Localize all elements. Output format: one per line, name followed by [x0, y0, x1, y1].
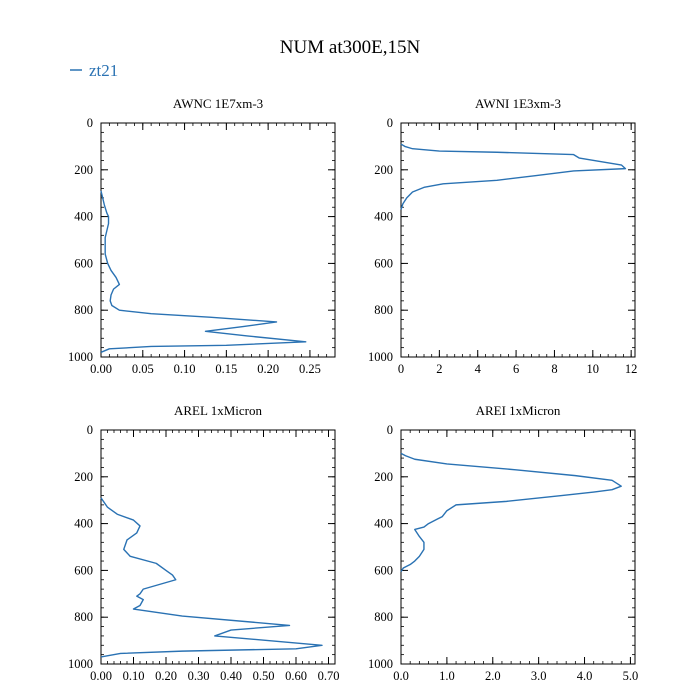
- y-tick-label: 200: [374, 470, 393, 484]
- x-tick-label: 0.10: [123, 669, 145, 683]
- x-tick-label: 0.60: [285, 669, 307, 683]
- x-tick-label: 0.40: [220, 669, 242, 683]
- x-tick-label: 2.0: [485, 669, 501, 683]
- y-tick-label: 800: [74, 303, 93, 317]
- y-tick-label: 1000: [68, 350, 93, 364]
- subplot-grid: AWNC 1E7xm-30.00 0.05 0.10 0.15 0.20 0.250200…: [68, 96, 638, 683]
- y-tick-label: 400: [74, 517, 93, 531]
- subplot-1: AWNC 1E7xm-3 0.00 0.05 0.10 0.15 0.20 0.25 0 200…: [68, 96, 336, 376]
- x-tick-label: 5.0: [623, 669, 639, 683]
- series-line-zt21: [400, 143, 627, 210]
- y-tick-label: 400: [74, 210, 93, 224]
- y-tick-label: 400: [374, 210, 393, 224]
- x-tick-label: 0.20: [257, 362, 279, 376]
- subplot-3: AREL 1xMicron 0.00 0.10 0.20 0.30 0.40 0.50 0.6…: [68, 403, 339, 683]
- plot-frame: [400, 122, 636, 358]
- series-line-zt21: [100, 190, 307, 353]
- y-tick-label: 1000: [368, 657, 393, 671]
- plot-frame: [100, 122, 336, 358]
- subplot-title: AWNC 1E7xm-3: [173, 96, 263, 111]
- x-tick-label: 0.0: [393, 669, 409, 683]
- subplot-title: AREI 1xMicron: [476, 403, 561, 418]
- x-tick-label: 0.15: [215, 362, 237, 376]
- x-tick-label: 10: [587, 362, 600, 376]
- y-tick-label: 0: [387, 116, 393, 130]
- x-tick-label: 0.05: [132, 362, 154, 376]
- y-tick-label: 200: [74, 163, 93, 177]
- subplot-2: AWNI 1E3xm-3 0 2 4 6 8 10 12 0 200 400 600 800 1000: [368, 96, 637, 376]
- x-tick-label: 0.10: [174, 362, 196, 376]
- y-tick-label: 400: [374, 517, 393, 531]
- figure-title: NUM at300E,15N: [280, 37, 421, 58]
- plot-frame: [100, 429, 336, 665]
- y-tick-label: 0: [87, 423, 93, 437]
- x-tick-label: 2: [436, 362, 442, 376]
- y-tick-label: 600: [374, 563, 393, 577]
- y-tick-label: 1000: [68, 657, 93, 671]
- y-tick-label: 0: [387, 423, 393, 437]
- subplot-title: AREL 1xMicron: [174, 403, 262, 418]
- x-tick-label: 3.0: [531, 669, 547, 683]
- y-tick-label: 800: [374, 610, 393, 624]
- x-tick-label: 0: [398, 362, 404, 376]
- y-tick-label: 1000: [368, 350, 393, 364]
- x-tick-label: 0.70: [318, 669, 340, 683]
- x-tick-label: 1.0: [439, 669, 455, 683]
- y-tick-label: 600: [74, 256, 93, 270]
- y-tick-label: 0: [87, 116, 93, 130]
- series-line-zt21: [100, 497, 323, 658]
- plot-frame: [400, 429, 636, 665]
- x-tick-label: 0.20: [155, 669, 177, 683]
- y-tick-label: 800: [374, 303, 393, 317]
- y-tick-label: 200: [374, 163, 393, 177]
- subplot-4: AREI 1xMicron 0.0 1.0 2.0 3.0 4.0 5.0 0 200 400 60…: [368, 403, 638, 683]
- y-tick-label: 200: [74, 470, 93, 484]
- y-tick-label: 600: [374, 256, 393, 270]
- legend: zt21: [70, 61, 118, 80]
- x-tick-label: 8: [551, 362, 557, 376]
- y-tick-label: 600: [74, 563, 93, 577]
- y-tick-label: 800: [74, 610, 93, 624]
- x-tick-label: 0.50: [253, 669, 275, 683]
- x-tick-label: 0.00: [90, 669, 112, 683]
- x-tick-label: 0.25: [299, 362, 321, 376]
- x-tick-label: 6: [513, 362, 519, 376]
- x-tick-label: 0.00: [90, 362, 112, 376]
- legend-label: zt21: [89, 61, 118, 80]
- subplot-title: AWNI 1E3xm-3: [475, 96, 561, 111]
- series-line-zt21: [400, 452, 622, 572]
- x-tick-label: 4: [475, 362, 482, 376]
- x-tick-label: 4.0: [577, 669, 593, 683]
- x-tick-label: 12: [625, 362, 638, 376]
- x-tick-label: 0.30: [188, 669, 210, 683]
